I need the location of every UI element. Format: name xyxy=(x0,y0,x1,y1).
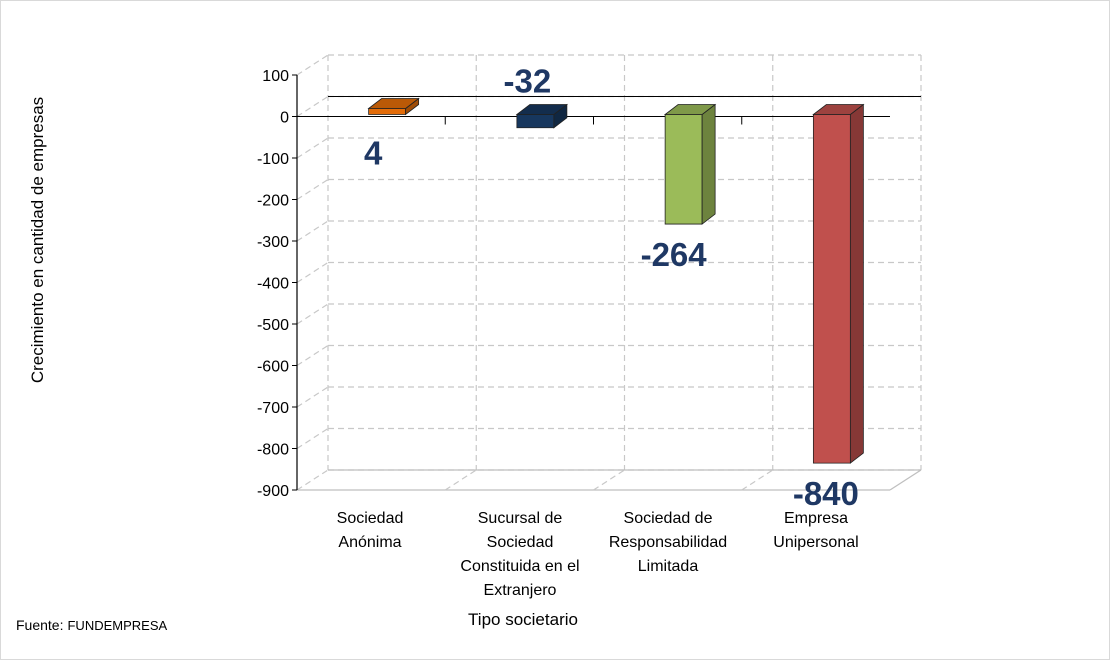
category-label-srl: Sociedad de Responsabilidad Limitada xyxy=(608,510,728,575)
side-gridline xyxy=(296,261,329,284)
bar-front xyxy=(664,114,703,225)
y-tick-label: -300 xyxy=(257,234,289,251)
y-tick-label: -900 xyxy=(257,483,289,500)
side-gridline xyxy=(296,54,329,76)
y-tick-label: -200 xyxy=(257,193,289,210)
category-label-sucursal: Sucursal de Sociedad Constituida en el E… xyxy=(460,510,580,599)
bar-top xyxy=(515,104,569,115)
side-gridline xyxy=(296,220,329,242)
side-gridline xyxy=(296,303,329,325)
y-tick-label: 100 xyxy=(262,68,289,85)
data-label: -264 xyxy=(641,236,708,273)
y-tick-label: -100 xyxy=(257,151,289,168)
data-label: -32 xyxy=(504,63,552,100)
floor-gridline xyxy=(741,469,774,491)
bar-top xyxy=(663,104,717,115)
y-axis-label: Crecimiento en cantidad de empresas xyxy=(28,96,47,384)
bar-front xyxy=(516,114,555,129)
bar-side xyxy=(701,103,716,225)
bar-side xyxy=(849,103,864,464)
side-gridline xyxy=(296,427,329,450)
source-label: Fuente: xyxy=(16,617,64,633)
y-tick-label: -700 xyxy=(257,400,289,417)
source-note: Fuente: FUNDEMPRESA xyxy=(16,617,167,633)
y-tick-label: -800 xyxy=(257,442,289,459)
bar-front xyxy=(368,108,407,115)
side-gridline xyxy=(296,386,329,408)
source-name: FUNDEMPRESA xyxy=(67,618,168,633)
data-label: -840 xyxy=(793,475,859,512)
bar-top xyxy=(367,98,420,109)
x-axis-label: Tipo societario xyxy=(468,610,578,629)
category-label-unipersonal: Empresa Unipersonal xyxy=(773,510,859,551)
bar-front xyxy=(812,114,851,464)
y-tick-label: -500 xyxy=(257,317,289,334)
floor-gridline xyxy=(593,469,625,491)
side-gridline xyxy=(296,344,329,367)
side-gridline xyxy=(296,137,329,159)
side-gridline xyxy=(296,469,329,491)
y-tick-label: -400 xyxy=(257,276,289,293)
y-tick-label: 0 xyxy=(280,110,289,127)
data-label: 4 xyxy=(364,135,383,172)
bar-top xyxy=(812,104,865,115)
side-gridline xyxy=(296,95,329,118)
floor-gridline xyxy=(444,469,477,491)
floor-right-edge xyxy=(889,469,922,491)
side-gridline xyxy=(296,178,329,201)
y-tick-label: -600 xyxy=(257,359,289,376)
category-label-sociedad-anonima: Sociedad Anónima xyxy=(336,510,404,551)
